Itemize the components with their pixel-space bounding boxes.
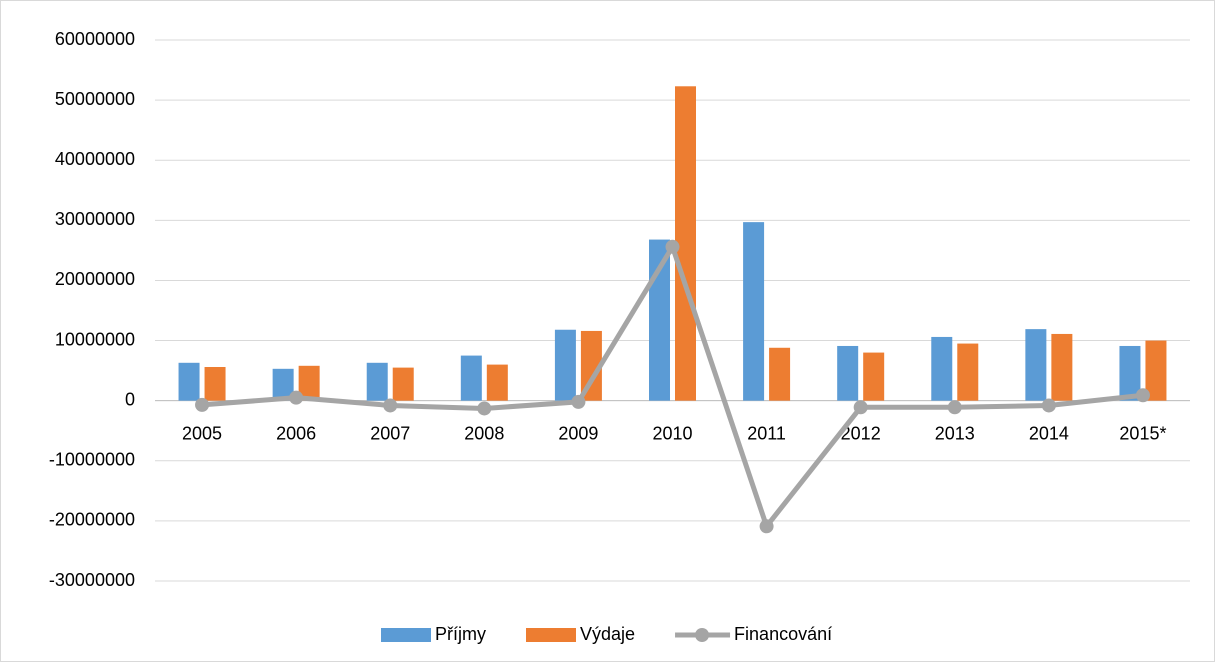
bar — [957, 343, 979, 401]
x-tick-label: 2008 — [464, 423, 504, 443]
legend-swatch — [526, 628, 576, 642]
y-tick-label: 60000000 — [55, 29, 135, 49]
line-point — [1041, 398, 1056, 413]
bar — [204, 367, 226, 401]
bar — [1025, 329, 1047, 401]
line-point — [383, 398, 398, 413]
bar — [837, 345, 859, 401]
x-tick-label: 2015* — [1119, 423, 1166, 443]
bar — [554, 329, 576, 401]
legend-label: Výdaje — [580, 624, 635, 644]
bar — [486, 364, 508, 401]
y-tick-label: -10000000 — [49, 450, 135, 470]
legend-label: Financování — [734, 624, 832, 644]
line-point — [665, 239, 680, 254]
line-point — [853, 400, 868, 415]
y-tick-label: -20000000 — [49, 510, 135, 530]
x-tick-label: 2013 — [935, 423, 975, 443]
bar — [178, 362, 200, 401]
x-tick-label: 2007 — [370, 423, 410, 443]
legend-marker — [695, 628, 710, 642]
x-tick-label: 2010 — [652, 423, 692, 443]
bar — [675, 86, 696, 401]
x-tick-label: 2006 — [276, 423, 316, 443]
x-tick-label: 2012 — [841, 423, 881, 443]
x-tick-label: 2009 — [558, 423, 598, 443]
bar — [580, 330, 602, 401]
bar — [460, 355, 482, 401]
bar — [769, 347, 791, 401]
line-point — [947, 400, 962, 415]
legend-label: Příjmy — [435, 624, 486, 644]
y-tick-label: 30000000 — [55, 209, 135, 229]
line-point — [195, 397, 210, 412]
bar — [1051, 333, 1073, 401]
y-tick-label: 50000000 — [55, 89, 135, 109]
line-point — [1135, 388, 1150, 403]
y-tick-label: -30000000 — [49, 570, 135, 590]
y-tick-label: 0 — [125, 389, 135, 409]
line-point — [477, 401, 492, 416]
bar — [298, 365, 320, 401]
bar — [366, 362, 388, 401]
bar — [1145, 340, 1167, 401]
line-point — [289, 390, 304, 405]
bar — [1119, 345, 1141, 401]
bar — [743, 222, 765, 401]
bar — [272, 368, 294, 401]
line-point — [571, 394, 586, 409]
bar — [863, 352, 885, 401]
y-tick-label: 20000000 — [55, 269, 135, 289]
y-tick-label: 40000000 — [55, 149, 135, 169]
y-tick-label: 10000000 — [55, 329, 135, 349]
bar — [392, 367, 414, 401]
legend-swatch — [381, 628, 431, 642]
x-tick-label: 2011 — [747, 423, 786, 443]
line-point — [759, 519, 774, 534]
x-tick-label: 2005 — [182, 423, 222, 443]
x-tick-label: 2014 — [1029, 423, 1069, 443]
bar — [931, 336, 953, 401]
